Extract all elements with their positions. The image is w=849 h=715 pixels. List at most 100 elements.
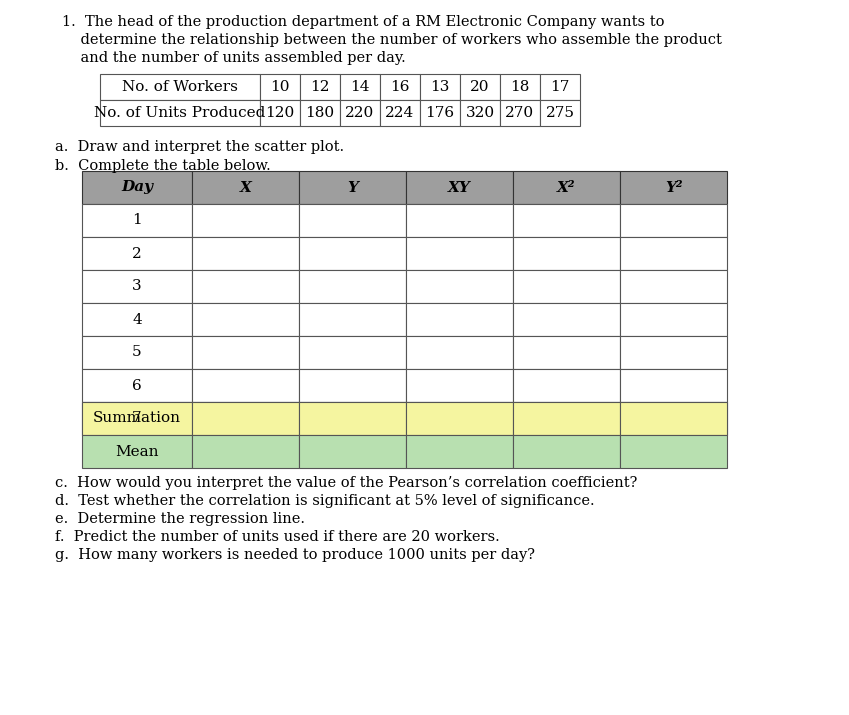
Text: g.  How many workers is needed to produce 1000 units per day?: g. How many workers is needed to produce…: [55, 548, 535, 562]
Bar: [300, 100, 340, 126]
Bar: [299, 270, 406, 303]
Text: 1: 1: [132, 214, 142, 227]
Text: d.  Test whether the correlation is significant at 5% level of significance.: d. Test whether the correlation is signi…: [55, 494, 594, 508]
Text: 320: 320: [465, 106, 495, 120]
Bar: [460, 74, 500, 100]
Bar: [192, 402, 299, 435]
Bar: [192, 237, 299, 270]
Text: 5: 5: [132, 345, 142, 360]
Bar: [82, 369, 192, 402]
Bar: [299, 303, 406, 336]
Bar: [260, 100, 300, 126]
Text: 180: 180: [306, 106, 335, 120]
Text: a.  Draw and interpret the scatter plot.: a. Draw and interpret the scatter plot.: [55, 140, 344, 154]
Bar: [406, 171, 513, 204]
Text: 270: 270: [505, 106, 535, 120]
Bar: [299, 237, 406, 270]
Bar: [340, 100, 380, 126]
Bar: [82, 303, 192, 336]
Bar: [340, 74, 380, 100]
Text: 3: 3: [132, 280, 142, 293]
Text: XY: XY: [448, 180, 471, 194]
Bar: [406, 402, 513, 435]
Bar: [82, 402, 192, 435]
Bar: [620, 204, 727, 237]
Bar: [406, 336, 513, 369]
Bar: [82, 435, 192, 468]
Text: Y: Y: [347, 180, 358, 194]
Bar: [82, 336, 192, 369]
Text: 275: 275: [546, 106, 575, 120]
Text: 17: 17: [550, 80, 570, 94]
Text: b.  Complete the table below.: b. Complete the table below.: [55, 159, 271, 173]
Bar: [620, 402, 727, 435]
Bar: [620, 369, 727, 402]
Bar: [299, 435, 406, 468]
Bar: [380, 100, 420, 126]
Bar: [620, 303, 727, 336]
Bar: [620, 336, 727, 369]
Text: 120: 120: [266, 106, 295, 120]
Bar: [406, 402, 513, 435]
Bar: [260, 74, 300, 100]
Bar: [620, 237, 727, 270]
Bar: [192, 204, 299, 237]
Bar: [406, 435, 513, 468]
Text: 10: 10: [270, 80, 290, 94]
Text: 18: 18: [510, 80, 530, 94]
Bar: [299, 402, 406, 435]
Bar: [420, 100, 460, 126]
Bar: [513, 204, 620, 237]
Bar: [500, 100, 540, 126]
Bar: [513, 171, 620, 204]
Bar: [513, 369, 620, 402]
Bar: [513, 402, 620, 435]
Text: 13: 13: [430, 80, 450, 94]
Text: 220: 220: [346, 106, 374, 120]
Bar: [82, 204, 192, 237]
Text: No. of Units Produced: No. of Units Produced: [94, 106, 266, 120]
Bar: [513, 270, 620, 303]
Text: No. of Workers: No. of Workers: [122, 80, 238, 94]
Bar: [620, 270, 727, 303]
Bar: [82, 402, 192, 435]
Bar: [192, 369, 299, 402]
Bar: [620, 435, 727, 468]
Bar: [406, 369, 513, 402]
Bar: [82, 237, 192, 270]
Text: 224: 224: [385, 106, 414, 120]
Bar: [380, 74, 420, 100]
Bar: [100, 74, 260, 100]
Bar: [406, 270, 513, 303]
Bar: [82, 171, 192, 204]
Bar: [513, 336, 620, 369]
Text: and the number of units assembled per day.: and the number of units assembled per da…: [62, 51, 406, 65]
Bar: [299, 204, 406, 237]
Bar: [300, 74, 340, 100]
Bar: [299, 171, 406, 204]
Text: 7: 7: [132, 412, 142, 425]
Text: 1.  The head of the production department of a RM Electronic Company wants to: 1. The head of the production department…: [62, 15, 665, 29]
Bar: [513, 303, 620, 336]
Bar: [192, 435, 299, 468]
Text: 176: 176: [425, 106, 454, 120]
Bar: [420, 74, 460, 100]
Text: X: X: [239, 180, 251, 194]
Text: Summation: Summation: [93, 412, 181, 425]
Bar: [192, 336, 299, 369]
Bar: [513, 435, 620, 468]
Bar: [82, 270, 192, 303]
Bar: [192, 402, 299, 435]
Bar: [620, 402, 727, 435]
Text: 14: 14: [351, 80, 370, 94]
Bar: [192, 270, 299, 303]
Text: e.  Determine the regression line.: e. Determine the regression line.: [55, 512, 305, 526]
Bar: [513, 237, 620, 270]
Text: 4: 4: [132, 312, 142, 327]
Text: 16: 16: [391, 80, 410, 94]
Bar: [620, 171, 727, 204]
Text: Mean: Mean: [115, 445, 159, 458]
Bar: [513, 402, 620, 435]
Bar: [540, 74, 580, 100]
Bar: [500, 74, 540, 100]
